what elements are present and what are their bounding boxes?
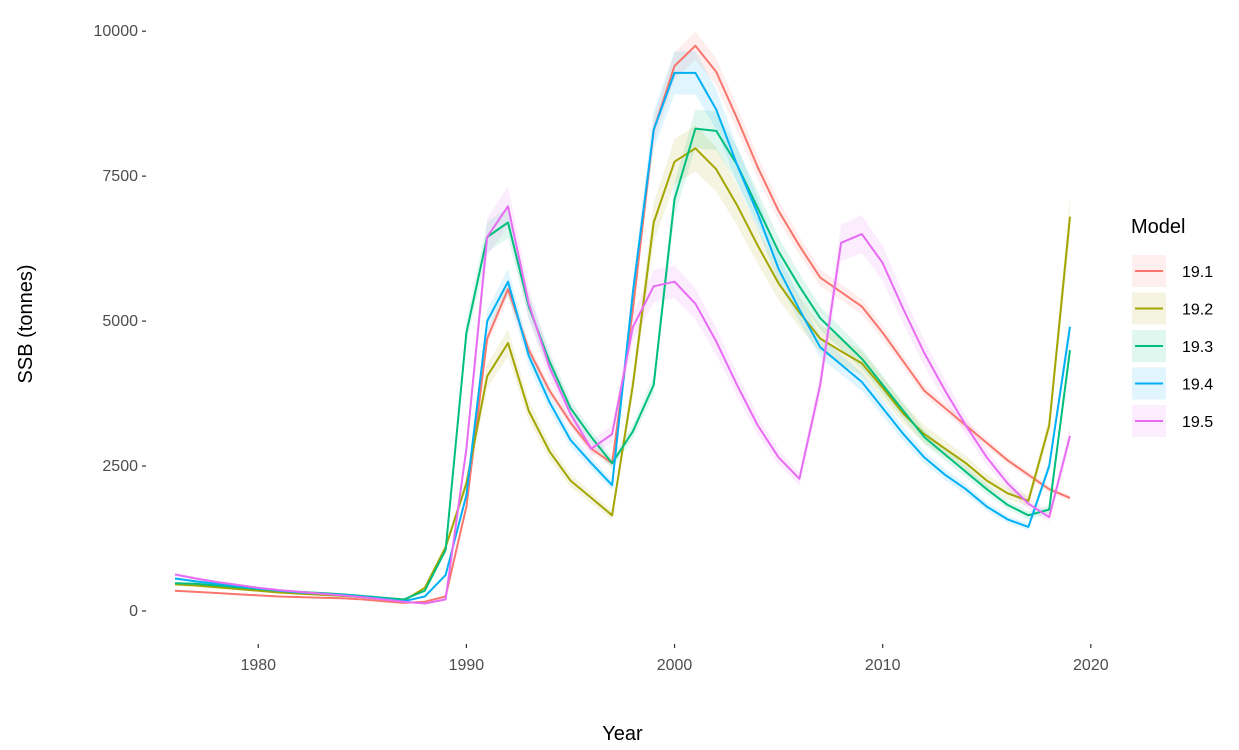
x-axis-title: Year	[602, 723, 643, 745]
line-series-19.1	[174, 44, 1071, 604]
legend: Model 19.1 19.2 19.3 19.4 19.5	[1131, 216, 1213, 437]
legend-title: Model	[1131, 216, 1185, 238]
y-axis-title: SSB (tonnes)	[15, 265, 37, 384]
x-tick-label: 2010	[865, 657, 901, 674]
line-series-19.2	[174, 147, 1071, 602]
legend-label: 19.1	[1182, 264, 1213, 281]
y-tick-label: 10000	[94, 23, 139, 40]
x-tick-label: 2020	[1073, 657, 1109, 674]
y-axis: 0 2500 5000 7500 10000	[94, 23, 146, 620]
band-series-19.4	[175, 51, 1070, 602]
legend-label: 19.4	[1182, 377, 1213, 394]
legend-label: 19.3	[1182, 339, 1213, 356]
line-series-19.4	[174, 71, 1071, 603]
y-tick-label: 7500	[102, 168, 138, 185]
legend-label: 19.5	[1182, 414, 1213, 431]
x-axis: 1980 1990 2000 2010 2020	[240, 644, 1109, 674]
line-series-19.5	[174, 205, 1071, 605]
series-lines	[174, 44, 1071, 605]
y-tick-label: 0	[129, 603, 138, 620]
band-series-19.3	[175, 109, 1070, 600]
y-tick-label: 5000	[102, 313, 138, 330]
x-tick-label: 1980	[240, 657, 276, 674]
legend-label: 19.2	[1182, 302, 1213, 319]
confidence-bands	[175, 31, 1070, 604]
x-tick-label: 1990	[449, 657, 485, 674]
band-series-19.1	[175, 31, 1070, 604]
x-tick-label: 2000	[657, 657, 693, 674]
y-tick-label: 2500	[102, 458, 138, 475]
